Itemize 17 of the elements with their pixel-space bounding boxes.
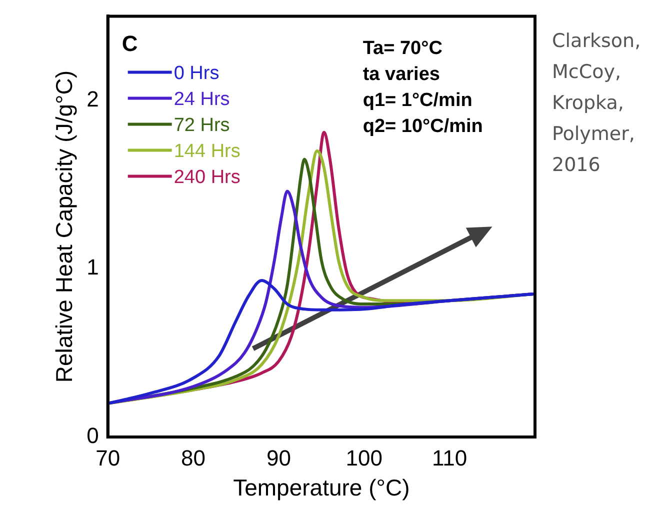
y-tick-label: 1: [86, 254, 99, 280]
x-axis-title: Temperature (°C): [233, 474, 410, 501]
line-series: [108, 278, 535, 405]
legend-label: 144 Hrs: [174, 141, 240, 162]
text: Clarkson, McCoy, Kropka, Polymer, 2016: [552, 29, 641, 178]
legend-label: 72 Hrs: [174, 115, 230, 136]
legend-label: 0 Hrs: [174, 63, 220, 84]
x-tick-label: 100: [346, 445, 382, 470]
x-tick-label: 110: [432, 445, 468, 470]
x-tick-label: 80: [181, 445, 206, 470]
legend-label: 24 Hrs: [174, 89, 230, 110]
annotation: C: [122, 31, 138, 56]
x-tick-label: 90: [266, 445, 291, 470]
y-axis-title: Relative Heat Capacity (J/g°C): [51, 70, 78, 383]
y-tick-label: 2: [86, 86, 99, 112]
annotation: Ta= 70°C ta varies q1= 1°C/min q2= 10°C/min: [362, 38, 483, 138]
legend-label: 240 Hrs: [174, 167, 240, 188]
